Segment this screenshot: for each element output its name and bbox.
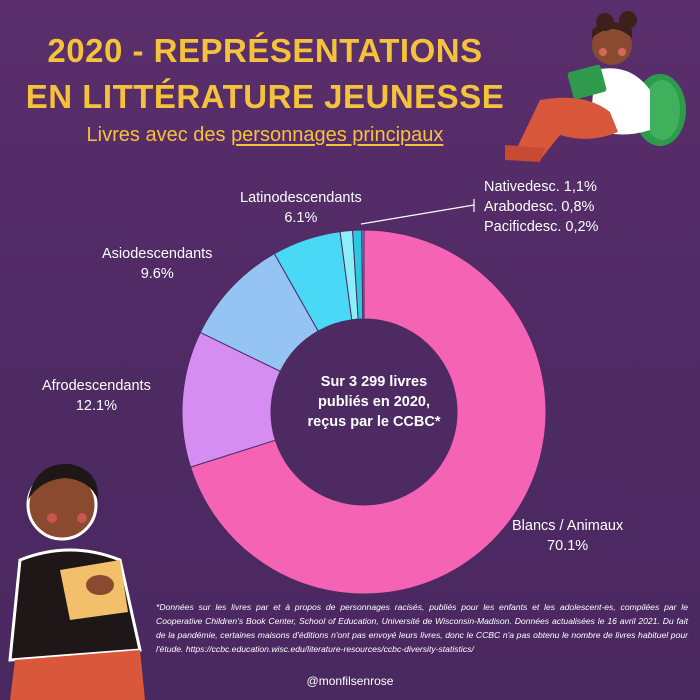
label-native: Nativedesc. 1,1%	[484, 179, 597, 195]
label-asio-pct: 9.6%	[140, 266, 174, 282]
label-asio-name: Asiodescendants	[102, 246, 213, 262]
small-slices-labels: Nativedesc. 1,1% Arabodesc. 0,8% Pacific…	[484, 177, 598, 237]
label-afro: Afrodescendants 12.1%	[42, 376, 151, 416]
center-text-line-2: publiés en 2020,	[317, 394, 431, 410]
title-line-2: EN LITTÉRATURE JEUNESSE	[25, 78, 505, 115]
label-afro-name: Afrodescendants	[42, 378, 151, 394]
author-handle: @monfilsenrose	[306, 674, 394, 688]
label-asio: Asiodescendants 9.6%	[102, 244, 212, 284]
label-blancs: Blancs / Animaux 70.1%	[512, 516, 623, 556]
subtitle-prefix: Livres avec des	[86, 124, 232, 146]
title-line-1: 2020 - REPRÉSENTATIONS	[47, 32, 483, 69]
donut-hole	[271, 319, 457, 505]
center-text-line-3: reçus par le CCBC*	[307, 414, 441, 430]
donut-slice-blancs-animaux	[189, 229, 547, 595]
girl-reading-illustration	[505, 11, 686, 162]
label-blancs-name: Blancs / Animaux	[512, 518, 624, 534]
label-latino: Latinodescendants 6.1%	[240, 188, 362, 228]
label-afro-pct: 12.1%	[75, 398, 117, 414]
center-text-line-1: Sur 3 299 livres	[320, 374, 428, 390]
footnote: *Données sur les livres par et à propos …	[156, 602, 688, 654]
donut-slices	[181, 229, 547, 595]
label-latino-pct: 6.1%	[284, 210, 318, 226]
boy-reading-illustration	[8, 463, 145, 700]
small-slices-leader-line	[360, 204, 475, 225]
label-blancs-pct: 70.1%	[547, 538, 589, 554]
donut-slice-pacificdesc	[361, 229, 365, 320]
subtitle: Livres avec des personnages principaux	[0, 124, 530, 147]
label-arabo: Arabodesc. 0,8%	[484, 199, 595, 215]
label-latino-name: Latinodescendants	[240, 190, 362, 206]
donut-center-text: Sur 3 299 livres publiés en 2020, reçus …	[292, 372, 456, 432]
subtitle-highlight: personnages principaux	[231, 124, 444, 146]
label-pacific: Pacificdesc. 0,2%	[484, 219, 599, 235]
